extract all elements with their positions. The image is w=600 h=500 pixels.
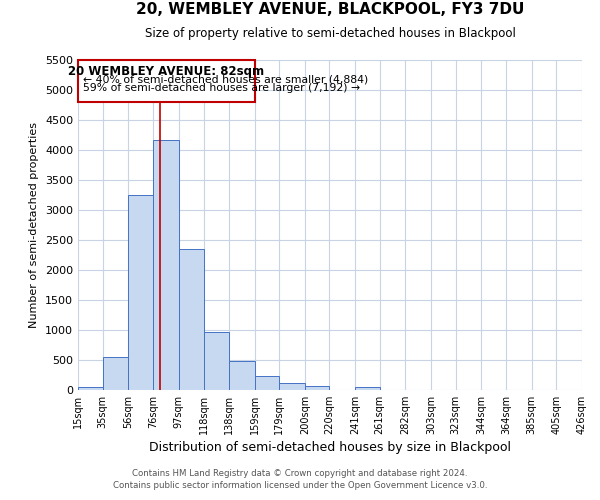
Bar — [205, 332, 229, 390]
X-axis label: Distribution of semi-detached houses by size in Blackpool: Distribution of semi-detached houses by … — [149, 441, 511, 454]
FancyBboxPatch shape — [78, 60, 254, 102]
Bar — [279, 383, 305, 390]
Bar — [128, 195, 153, 390]
Text: Size of property relative to semi-detached houses in Blackpool: Size of property relative to semi-detach… — [145, 27, 515, 40]
Text: Contains HM Land Registry data © Crown copyright and database right 2024.: Contains HM Land Registry data © Crown c… — [132, 468, 468, 477]
Bar — [179, 249, 205, 390]
Bar — [153, 140, 179, 390]
Bar — [254, 376, 279, 390]
Text: Contains public sector information licensed under the Open Government Licence v3: Contains public sector information licen… — [113, 481, 487, 490]
Bar — [103, 357, 128, 390]
Text: ← 40% of semi-detached houses are smaller (4,884): ← 40% of semi-detached houses are smalle… — [83, 74, 368, 85]
Bar — [229, 360, 254, 390]
Bar — [355, 387, 380, 390]
Bar — [78, 387, 103, 390]
Text: 59% of semi-detached houses are larger (7,192) →: 59% of semi-detached houses are larger (… — [83, 84, 360, 94]
Text: 20, WEMBLEY AVENUE, BLACKPOOL, FY3 7DU: 20, WEMBLEY AVENUE, BLACKPOOL, FY3 7DU — [136, 2, 524, 17]
Y-axis label: Number of semi-detached properties: Number of semi-detached properties — [29, 122, 40, 328]
Bar — [305, 386, 329, 390]
Text: 20 WEMBLEY AVENUE: 82sqm: 20 WEMBLEY AVENUE: 82sqm — [68, 66, 265, 78]
